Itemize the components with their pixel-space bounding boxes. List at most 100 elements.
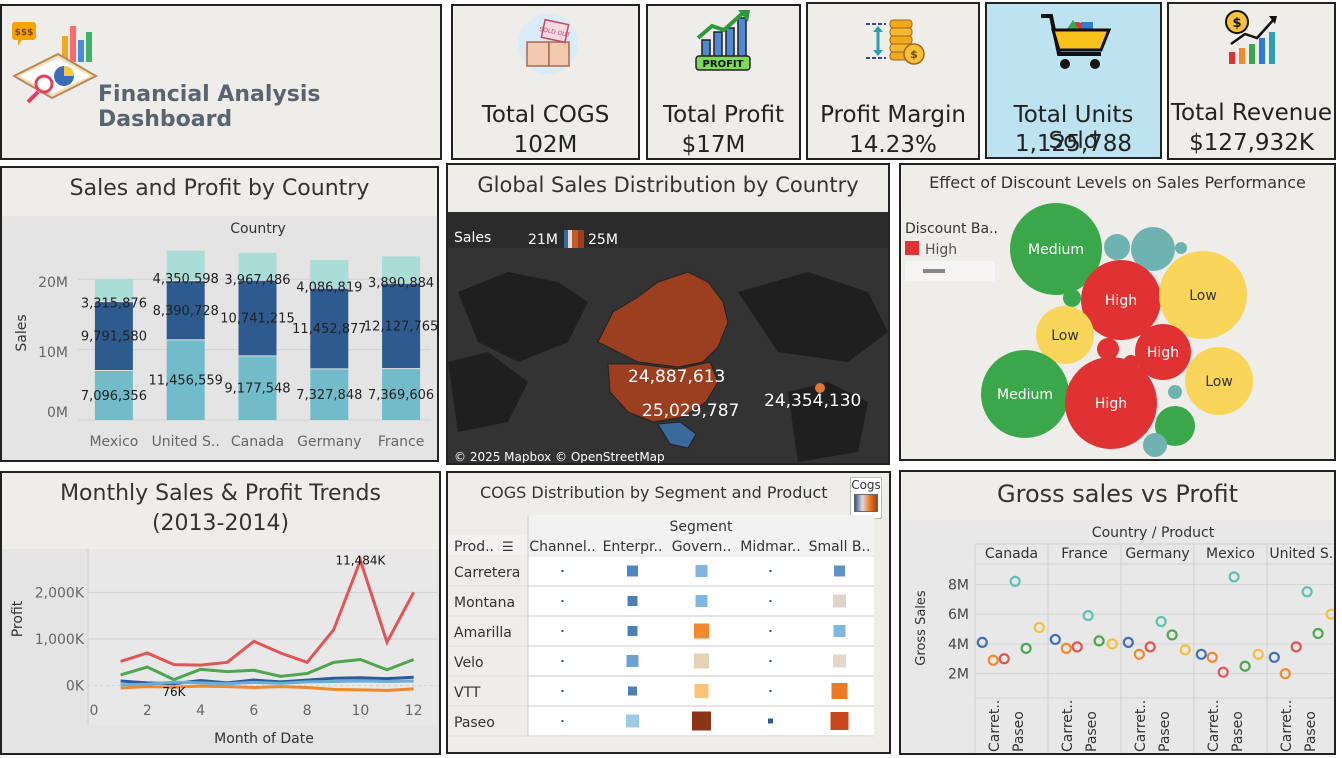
facet-label[interactable]: Mexico — [1206, 546, 1255, 562]
bubble-small[interactable] — [1168, 385, 1182, 399]
heatmap-cell[interactable] — [694, 653, 709, 669]
bar-segment[interactable] — [238, 251, 277, 280]
scatter-point[interactable] — [1071, 641, 1083, 653]
series-line[interactable] — [120, 684, 414, 692]
bar-segment[interactable] — [166, 339, 205, 420]
bubble[interactable] — [1010, 203, 1102, 295]
heatmap-cell[interactable] — [627, 565, 638, 577]
column-label[interactable]: Small B.. — [809, 539, 871, 555]
column-label[interactable]: Channel.. — [529, 539, 595, 555]
series-line[interactable] — [120, 658, 415, 682]
heatmap-cell[interactable] — [769, 630, 772, 632]
heatmap-cell[interactable] — [695, 595, 708, 607]
scatter-point[interactable] — [1122, 636, 1134, 649]
series-line[interactable] — [120, 679, 414, 687]
bubble-small[interactable] — [1104, 234, 1130, 260]
heatmap-cell[interactable] — [769, 690, 772, 692]
bubble[interactable] — [1135, 324, 1191, 380]
scatter-point[interactable] — [1106, 638, 1118, 650]
column-label[interactable]: Midmar.. — [740, 539, 800, 555]
row-label[interactable]: Amarilla — [454, 625, 512, 641]
scatter-point[interactable] — [1093, 635, 1105, 647]
heatmap-cell[interactable] — [627, 626, 638, 636]
scatter-point[interactable] — [1179, 644, 1191, 656]
bubble-small[interactable] — [1143, 433, 1167, 457]
scatter-point[interactable] — [1133, 648, 1145, 660]
us-region[interactable] — [607, 361, 719, 423]
bar-segment[interactable] — [94, 277, 133, 302]
row-label[interactable]: VTT — [454, 685, 481, 701]
bar-segment[interactable] — [382, 255, 421, 283]
bar-segment[interactable] — [238, 279, 277, 356]
heatmap-cell[interactable] — [561, 600, 564, 602]
scatter-point[interactable] — [1206, 651, 1218, 663]
canada-region[interactable] — [597, 271, 729, 368]
bubble-small[interactable] — [1175, 242, 1187, 254]
series-line[interactable] — [120, 555, 416, 667]
bar-segment[interactable] — [94, 301, 133, 371]
row-label[interactable]: Montana — [454, 595, 515, 611]
heatmap-cell[interactable] — [694, 684, 709, 698]
heatmap-cell[interactable] — [561, 630, 564, 632]
mexico-region[interactable] — [657, 421, 697, 449]
scatter-point[interactable] — [1033, 621, 1045, 634]
scatter-point[interactable] — [1228, 571, 1240, 583]
bubble-small[interactable] — [1155, 406, 1195, 446]
scatter-point[interactable] — [1166, 629, 1178, 641]
scatter-point[interactable] — [1020, 642, 1032, 654]
heatmap-cell[interactable] — [768, 718, 773, 724]
column-label[interactable]: Govern.. — [672, 539, 732, 555]
heatmap-cell[interactable] — [833, 594, 846, 608]
facet-label[interactable]: United S.. — [1269, 546, 1334, 562]
bubble-small[interactable] — [1131, 227, 1175, 271]
heatmap-cell[interactable] — [692, 711, 711, 731]
scatter-point[interactable] — [1239, 660, 1251, 672]
heatmap-cell[interactable] — [833, 654, 846, 668]
heatmap-cell[interactable] — [831, 683, 848, 699]
bar-segment[interactable] — [382, 282, 421, 369]
row-header[interactable]: Prod.. — [454, 539, 494, 555]
bar-segment[interactable] — [166, 280, 205, 340]
scatter-point[interactable] — [1312, 627, 1324, 640]
heatmap-cell[interactable] — [561, 660, 564, 662]
heatmap-cell[interactable] — [769, 660, 772, 662]
scatter-point[interactable] — [1082, 609, 1094, 622]
bubble[interactable] — [1036, 306, 1094, 364]
scatter-point[interactable] — [1252, 648, 1264, 660]
sort-icon[interactable]: ☰ — [502, 540, 514, 555]
scatter-point[interactable] — [1060, 642, 1072, 654]
row-label[interactable]: Paseo — [454, 715, 495, 731]
bubble[interactable] — [981, 350, 1069, 438]
bubble[interactable] — [1185, 347, 1253, 415]
row-label[interactable]: Carretera — [454, 565, 520, 581]
facet-label[interactable]: Germany — [1125, 546, 1189, 562]
scatter-point[interactable] — [1290, 641, 1302, 653]
legend-filter-field[interactable] — [905, 261, 995, 281]
heatmap-cell[interactable] — [561, 720, 564, 722]
heatmap-cell[interactable] — [561, 570, 564, 572]
bar-segment[interactable] — [166, 249, 205, 281]
heatmap-cell[interactable] — [626, 714, 639, 728]
column-label[interactable]: Enterpr.. — [603, 539, 663, 555]
bubble[interactable] — [1081, 260, 1161, 340]
bar-segment[interactable] — [310, 259, 349, 288]
heatmap-cell[interactable] — [561, 690, 564, 692]
heatmap-cell[interactable] — [694, 623, 709, 639]
bubble[interactable] — [1159, 251, 1247, 339]
map-attribution[interactable]: © 2025 Mapbox © OpenStreetMap — [454, 450, 665, 464]
bar-segment[interactable] — [238, 355, 277, 420]
scatter-point[interactable] — [1155, 615, 1167, 628]
facet-label[interactable]: France — [1061, 546, 1108, 562]
scatter-point[interactable] — [1009, 575, 1021, 587]
scatter-point[interactable] — [1325, 608, 1334, 620]
heatmap-cell[interactable] — [628, 686, 637, 696]
bar-segment[interactable] — [382, 368, 421, 420]
europe-marker[interactable] — [815, 383, 825, 393]
scatter-point[interactable] — [1195, 648, 1207, 660]
scatter-point[interactable] — [1144, 641, 1156, 653]
heatmap-cell[interactable] — [769, 570, 772, 572]
legend-swatch-high[interactable] — [905, 241, 919, 255]
heatmap-cell[interactable] — [769, 600, 772, 602]
facet-label[interactable]: Canada — [985, 546, 1038, 562]
heatmap-cell[interactable] — [834, 565, 845, 577]
